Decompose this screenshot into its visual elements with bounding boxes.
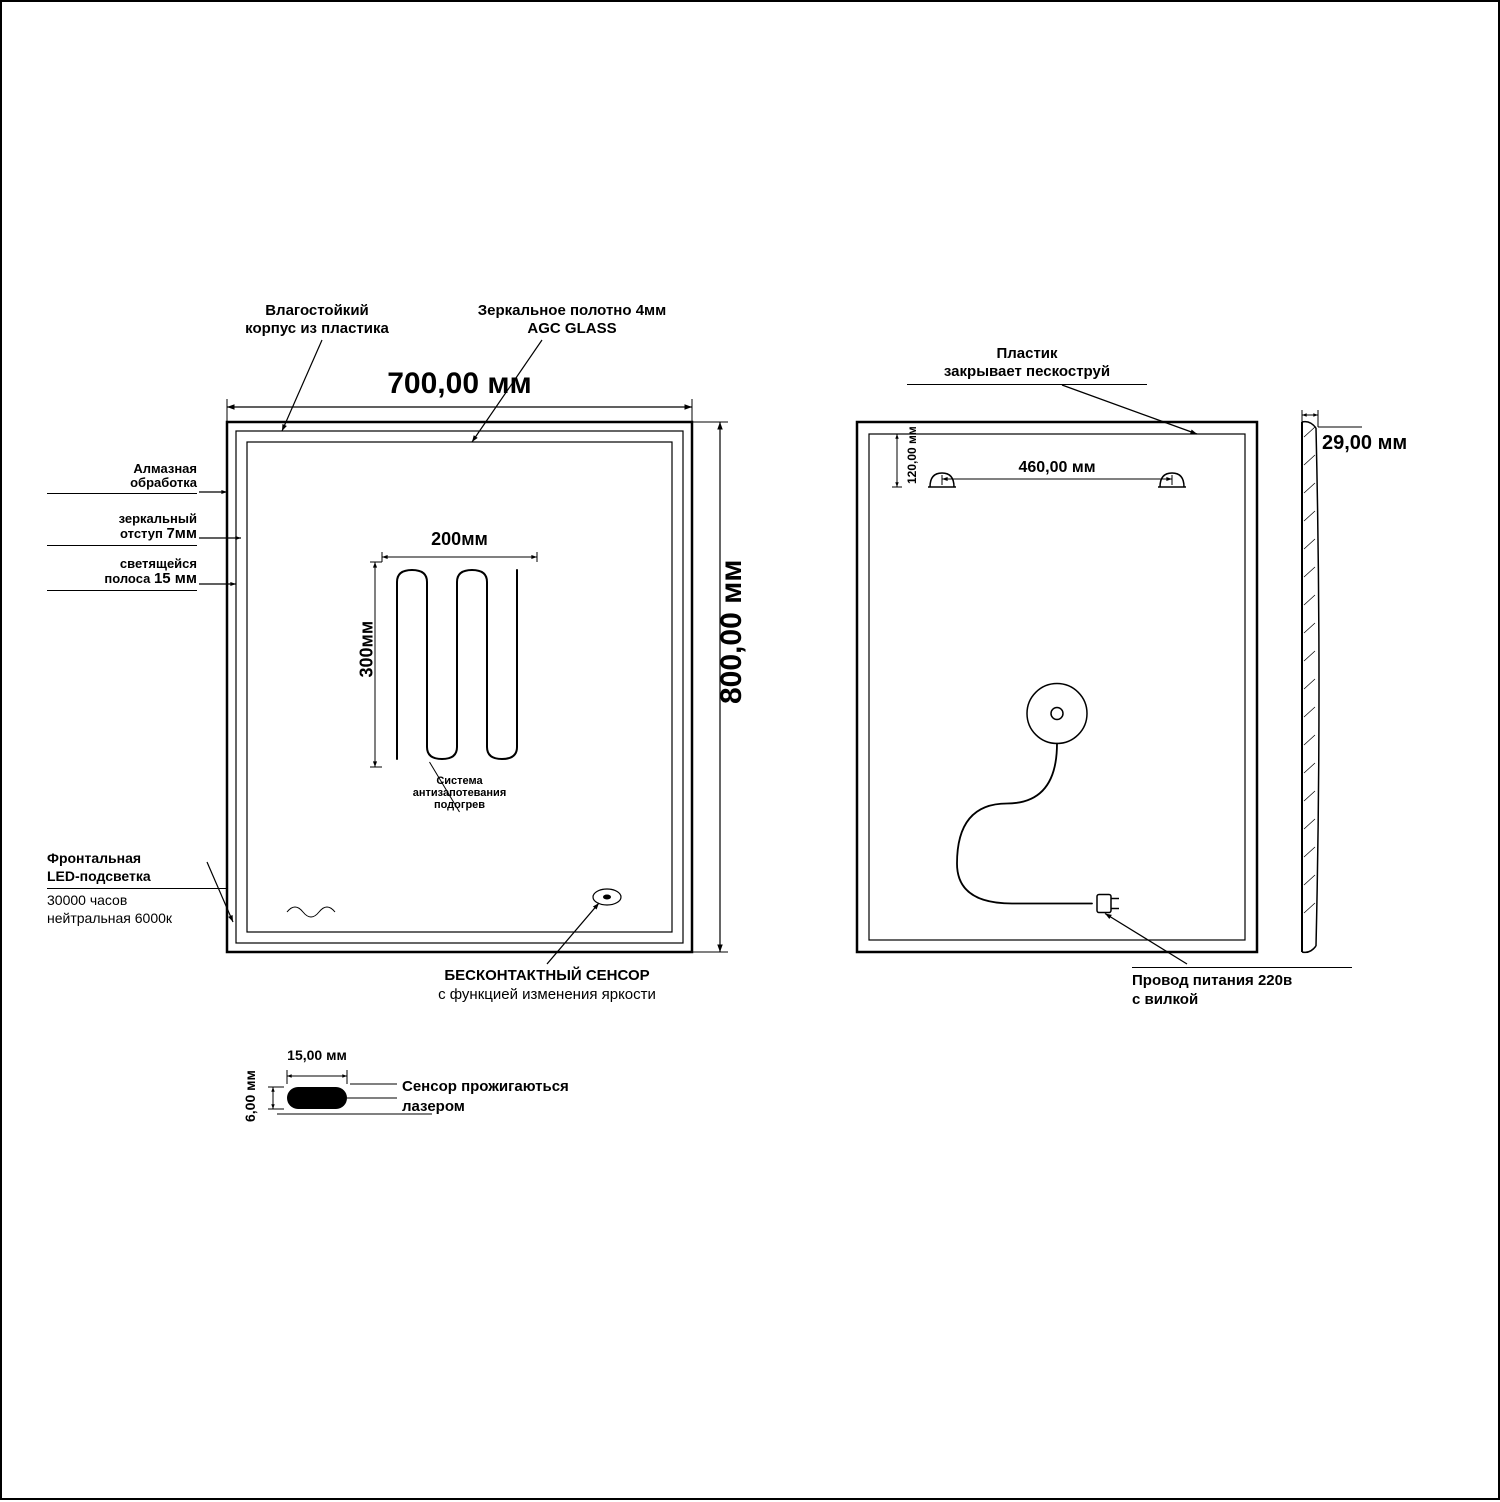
heater-height-dim: 300мм xyxy=(357,621,378,678)
callout-glass-l2: AGC GLASS xyxy=(527,320,616,337)
sensor-h-dim: 6,00 мм xyxy=(242,1070,258,1122)
callout-back-plastic: Пластик закрывает пескоструй xyxy=(902,345,1152,385)
callout-sensor: БЕСКОНТАКТНЫЙ СЕНСОР с функцией изменени… xyxy=(392,967,702,1005)
callout-strip: светящейся полоса 15 мм xyxy=(47,557,197,591)
callout-moisture-l2: корпус из пластика xyxy=(245,320,389,337)
callout-moisture-l1: Влагостойкий xyxy=(265,302,369,319)
back-bracket-w: 460,00 мм xyxy=(942,459,1172,477)
technical-drawing-page: 700,00 мм Влагостойкий корпус из пластик… xyxy=(0,0,1500,1500)
front-view-svg xyxy=(2,2,1500,1502)
callout-led: Фронтальная LED-подсветка 30000 часов не… xyxy=(47,850,227,927)
callout-diamond: Алмазная обработка xyxy=(47,462,197,494)
side-depth-dim: 29,00 мм xyxy=(1322,432,1407,455)
sensor-w-dim: 15,00 мм xyxy=(267,1047,367,1063)
callout-cable: Провод питания 220в с вилкой xyxy=(1132,967,1392,1010)
front-width-dim: 700,00 мм xyxy=(227,367,692,401)
callout-offset: зеркальный отступ 7мм xyxy=(47,512,197,546)
front-height-dim: 800,00 мм xyxy=(715,560,749,704)
heater-width-dim: 200мм xyxy=(382,529,537,550)
sensor-laser-label: Сенсор прожигаються лазером xyxy=(402,1077,652,1116)
callout-glass: Зеркальное полотно 4мм AGC GLASS xyxy=(432,302,712,338)
back-bracket-h: 120,00 мм xyxy=(905,426,919,484)
callout-glass-l1: Зеркальное полотно 4мм xyxy=(478,302,666,319)
heater-caption: Система антизапотевания подогрев xyxy=(382,775,537,811)
callout-moisture-body: Влагостойкий корпус из пластика xyxy=(222,302,412,338)
